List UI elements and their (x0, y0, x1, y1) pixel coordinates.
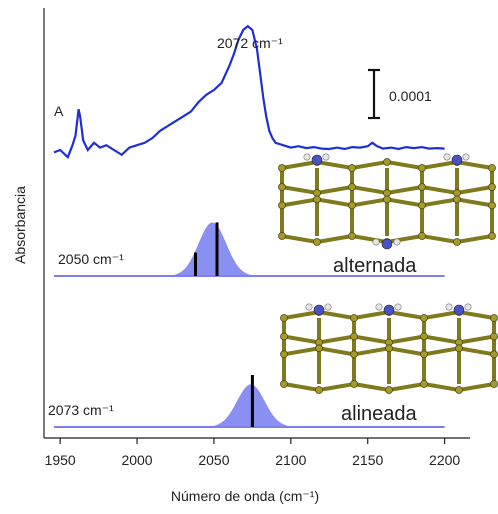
x-ticks: 1950 2000 2050 2100 2150 2200 (45, 438, 460, 468)
x-axis-label: Número de onda (cm⁻¹) (171, 488, 319, 504)
experimental-panel: A 2072 cm⁻¹ 0.0001 (53, 24, 445, 160)
x-tick-label-2050: 2050 (198, 452, 229, 468)
series-label-alternada: alternada (333, 255, 417, 277)
peak-label-2050: 2050 cm⁻¹ (58, 251, 124, 267)
peak-label-2072: 2072 cm⁻¹ (217, 35, 283, 51)
series-label-alineada: alineada (341, 403, 418, 425)
x-tick-label-2100: 2100 (275, 452, 306, 468)
alternada-peak-area (164, 222, 261, 276)
series-label-a: A (54, 103, 64, 119)
experimental-series-line (53, 24, 445, 160)
surface-structure-alternada (278, 153, 496, 250)
alternada-panel: 2050 cm⁻¹ alternada (54, 222, 445, 277)
surface-structure-alineada (280, 303, 498, 394)
x-tick-label-2150: 2150 (352, 452, 383, 468)
x-tick-label-1950: 1950 (45, 452, 76, 468)
x-tick-label-2200: 2200 (429, 452, 460, 468)
scale-bar-label: 0.0001 (389, 88, 432, 104)
x-tick-label-2000: 2000 (121, 452, 152, 468)
y-axis-label: Absorbancia (12, 186, 28, 264)
peak-label-2073: 2073 cm⁻¹ (48, 402, 114, 418)
scale-bar (368, 68, 380, 120)
alternada-sticks (193, 222, 219, 276)
alineada-peak-area (202, 384, 300, 427)
alineada-panel: 2073 cm⁻¹ alineada (48, 375, 445, 428)
